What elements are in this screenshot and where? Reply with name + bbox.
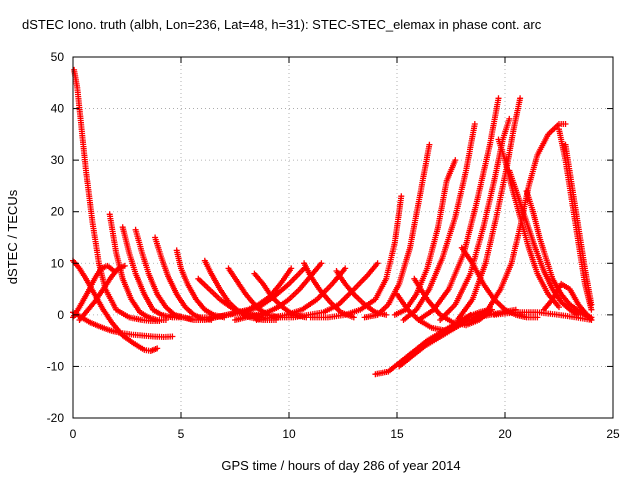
data-point-markers — [437, 115, 513, 323]
y-tick-label: 50 — [51, 50, 65, 64]
y-tick-label: 40 — [51, 102, 65, 116]
y-tick-label: 20 — [51, 205, 65, 219]
data-series-23 — [361, 141, 433, 321]
data-point-markers — [195, 265, 308, 321]
data-point-markers — [540, 280, 595, 323]
x-tick-label: 10 — [282, 427, 296, 441]
data-series-18 — [195, 265, 308, 321]
grid-lines — [73, 57, 613, 418]
data-series-41 — [491, 309, 595, 323]
data-point-markers — [307, 193, 405, 321]
y-tick-label: 30 — [51, 153, 65, 167]
data-point-markers — [275, 260, 381, 321]
data-point-markers — [562, 141, 595, 308]
x-tick-label: 15 — [390, 427, 404, 441]
data-point-markers — [400, 121, 478, 323]
x-tick-label: 5 — [178, 427, 185, 441]
data-point-markers — [458, 244, 541, 321]
data-points — [70, 66, 595, 378]
data-series-1 — [71, 66, 163, 324]
x-tick-label: 25 — [606, 427, 620, 441]
data-series-21 — [275, 260, 381, 321]
plot-frame — [72, 56, 614, 419]
data-point-markers — [71, 66, 163, 324]
data-point-markers — [361, 141, 433, 321]
data-series-40 — [540, 280, 595, 323]
data-series-6 — [106, 211, 169, 323]
data-series-22 — [307, 193, 405, 321]
y-axis-label: dSTEC / TECUs — [5, 189, 20, 284]
axis-ticks: 0 5 10 15 20 25 -20 -10 0 10 20 30 40 50 — [47, 50, 620, 441]
data-series-19 — [232, 260, 325, 323]
x-axis-label: GPS time / hours of day 286 of year 2014 — [221, 458, 460, 473]
data-point-markers — [372, 306, 493, 378]
data-point-markers — [491, 309, 595, 323]
y-tick-label: -10 — [47, 359, 65, 373]
data-series-25 — [400, 121, 478, 323]
chart-title: dSTEC Iono. truth (albh, Lon=236, Lat=48… — [22, 17, 542, 32]
data-series-34 — [458, 244, 541, 321]
y-tick-label: 0 — [57, 308, 64, 322]
y-tick-label: 10 — [51, 256, 65, 270]
x-tick-label: 0 — [70, 427, 77, 441]
data-point-markers — [232, 260, 325, 323]
data-series-32 — [372, 306, 493, 378]
x-tick-label: 20 — [498, 427, 512, 441]
data-series-27 — [437, 115, 513, 323]
data-point-markers — [119, 224, 184, 321]
data-point-markers — [106, 211, 169, 323]
data-series-7 — [119, 224, 184, 321]
y-tick-label: -20 — [47, 411, 65, 425]
data-series-39 — [562, 141, 595, 308]
